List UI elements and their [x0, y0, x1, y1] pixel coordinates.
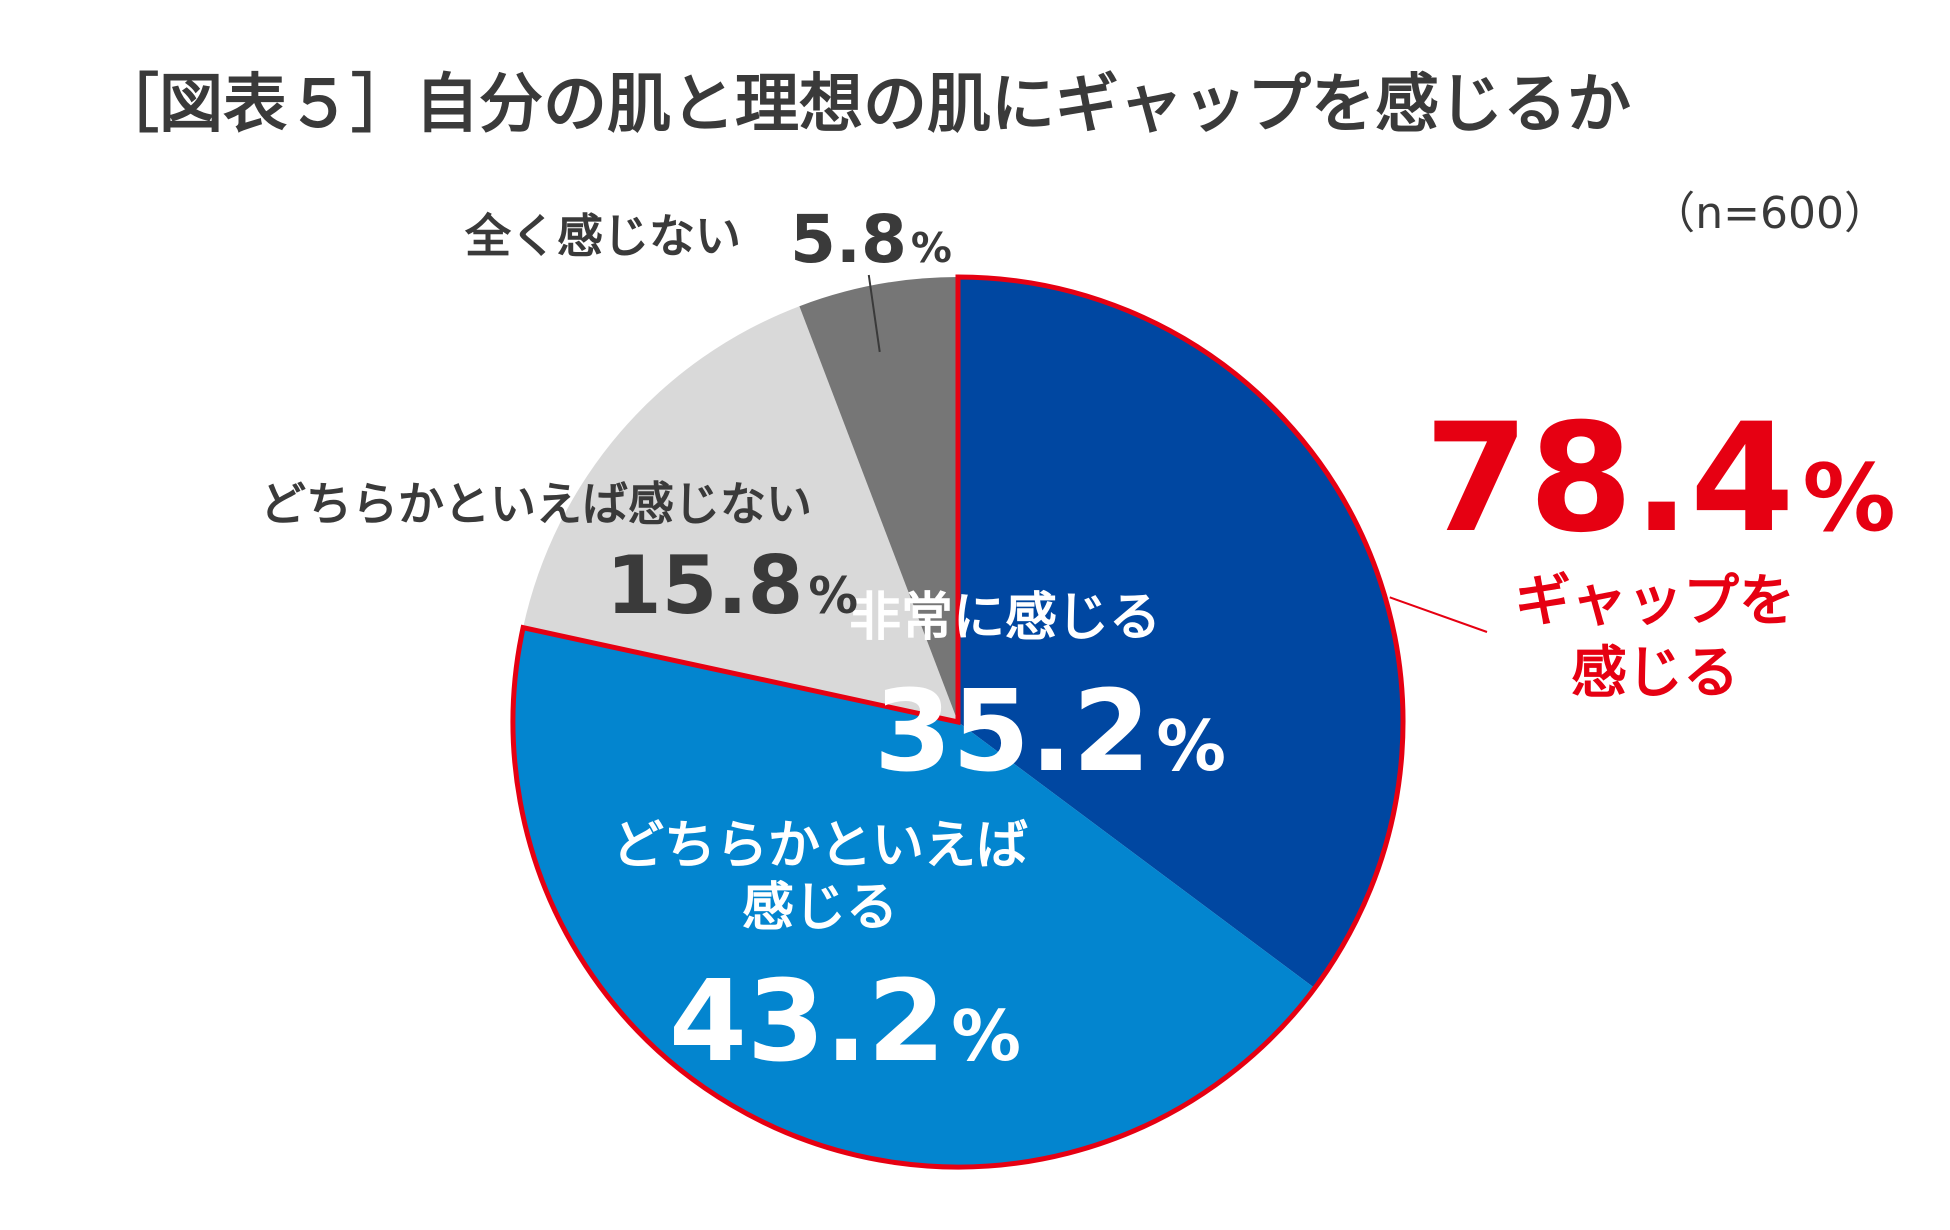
leader-line-gap-total	[1389, 596, 1488, 633]
chart-title: ［図表５］自分の肌と理想の肌にギャップを感じるか	[95, 68, 1631, 142]
slice-somewhat-not	[523, 306, 958, 722]
slice-label-not-at-all: 全く感じない	[464, 209, 741, 263]
slice-not-at-all	[799, 277, 958, 722]
slice-very	[958, 277, 1404, 989]
sample-size-note: （n=600）	[1651, 188, 1888, 239]
gap-total-value: 78.4%	[1424, 392, 1895, 566]
slice-value-not-at-all: 5.8%	[790, 201, 952, 278]
slice-label-somewhat-line2: 感じる	[742, 878, 898, 938]
pie-slices	[512, 277, 1404, 1168]
slice-value-somewhat: 43.2%	[669, 957, 1021, 1087]
leader-line-not-at-all	[867, 274, 881, 353]
gap-group-outline	[510, 274, 1406, 1170]
slice-label-somewhat-not: どちらかといえば感じない	[260, 477, 812, 531]
slice-value-very: 35.2%	[874, 667, 1226, 797]
gap-total-label-line2: 感じる	[1571, 641, 1739, 706]
gap-total-label-line1: ギャップを	[1515, 569, 1795, 634]
slice-label-very: 非常に感じる	[849, 588, 1161, 648]
slice-somewhat	[512, 627, 1315, 1168]
slice-value-somewhat-not: 15.8%	[606, 539, 858, 632]
slice-label-somewhat-line1: どちらかといえば	[612, 816, 1028, 876]
